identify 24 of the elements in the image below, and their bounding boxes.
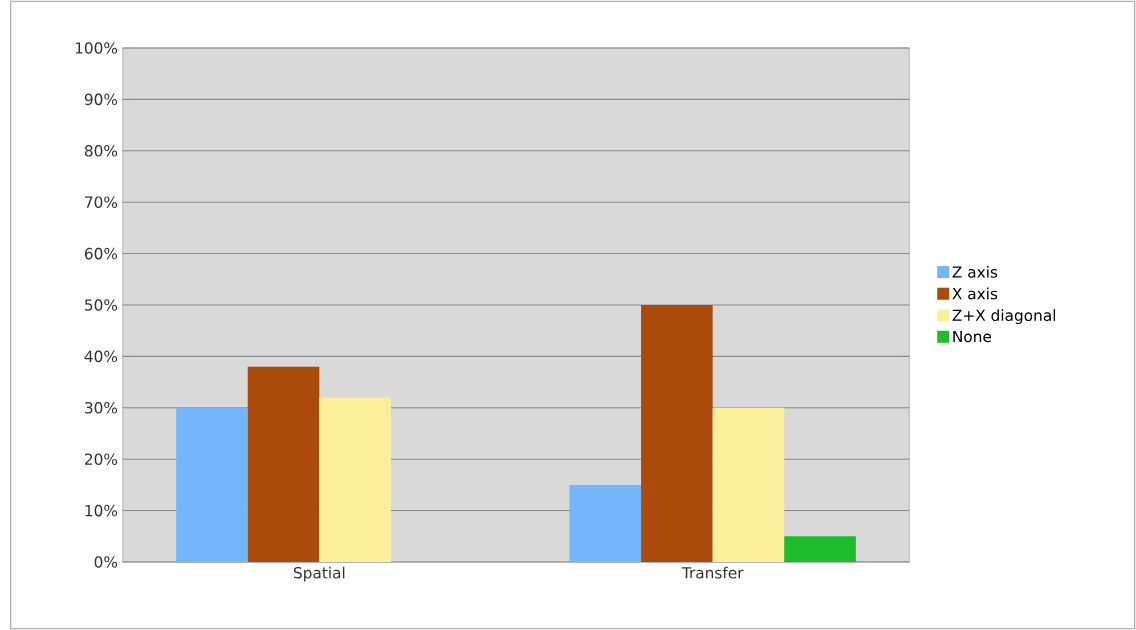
y-tick-label: 60% — [84, 247, 118, 260]
bar — [247, 366, 320, 562]
y-tick-label: 90% — [84, 93, 118, 106]
y-tick-label: 40% — [84, 350, 118, 363]
y-tick-label: 70% — [85, 196, 118, 208]
bar — [784, 536, 856, 562]
y-tick-label: 20% — [85, 453, 118, 465]
y-tick-label: 30% — [85, 401, 118, 414]
legend-label: Z axis — [952, 265, 998, 278]
y-tick-label: 0% — [94, 556, 118, 568]
legend-label: Z+X diagonal — [952, 309, 1056, 325]
x-tick-label: Spatial — [293, 566, 345, 582]
x-tick-label: Transfer — [681, 566, 744, 579]
bar — [319, 397, 391, 562]
y-tick-label: 100% — [75, 42, 118, 54]
legend-label: X axis — [952, 287, 998, 300]
legend-label: None — [953, 330, 992, 343]
bar — [569, 484, 642, 562]
bar — [712, 407, 785, 562]
bar — [641, 304, 713, 562]
y-tick-label: 50% — [85, 299, 118, 311]
y-tick-label: 80% — [84, 144, 118, 157]
bar — [176, 407, 248, 562]
y-tick-label: 10% — [85, 504, 118, 517]
